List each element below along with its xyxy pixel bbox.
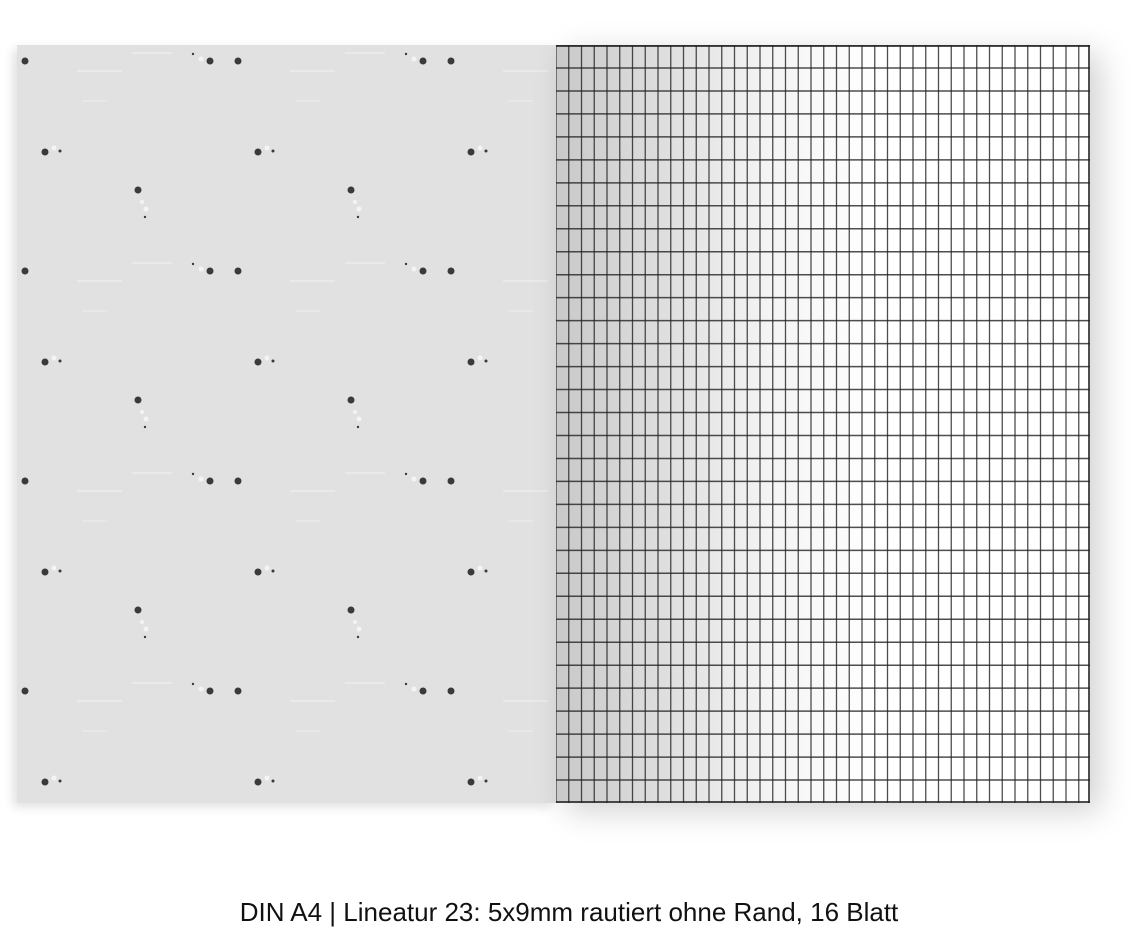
notebook-cover [17,45,556,803]
cover-pattern [17,45,556,803]
product-caption: DIN A4 | Lineatur 23: 5x9mm rautiert ohn… [239,897,899,927]
grid-lines [556,45,1090,803]
grid-page [556,45,1090,803]
